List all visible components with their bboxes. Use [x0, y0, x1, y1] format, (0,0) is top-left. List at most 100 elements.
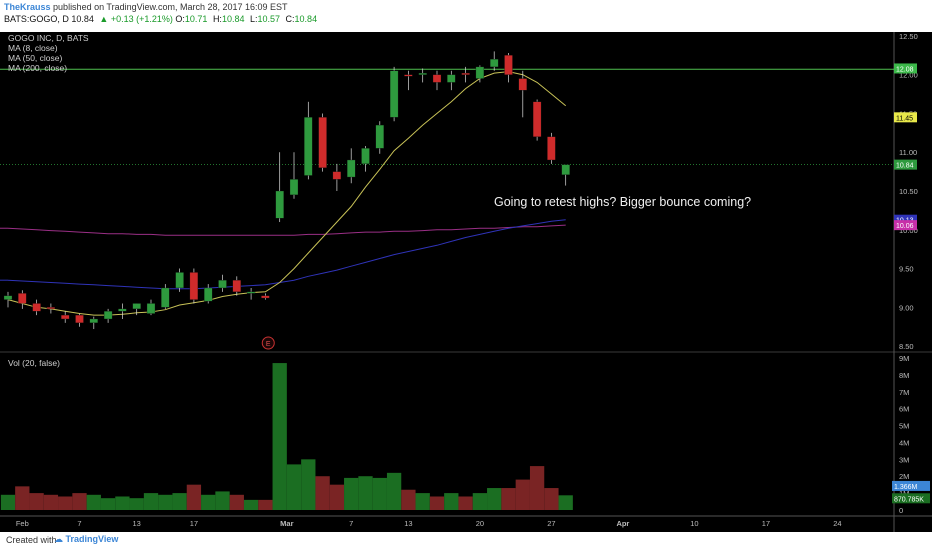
volume-axis-badge-label: 1.366M	[894, 484, 918, 491]
candle-body	[175, 272, 184, 289]
time-tick-label: Apr	[616, 519, 629, 528]
price-axis-badge-label: 10.84	[896, 163, 914, 170]
time-tick-label: 7	[77, 519, 81, 528]
candle-body	[490, 58, 499, 68]
earnings-marker-label: E	[266, 341, 271, 348]
ohlc-close-value: 10.84	[294, 14, 318, 24]
volume-bar	[58, 496, 73, 510]
volume-bar	[43, 494, 59, 510]
publish-header: TheKrauss published on TradingView.com, …	[0, 0, 932, 32]
ohlc-open-value: 10.71	[184, 14, 208, 24]
volume-bar	[172, 493, 187, 510]
candle-body	[475, 66, 485, 79]
price-axis-badge	[894, 220, 917, 231]
volume-bar	[115, 496, 130, 510]
volume-bar	[100, 498, 116, 510]
symbol-label: BATS:GOGO, D	[4, 14, 69, 24]
volume-bar	[401, 489, 416, 510]
time-tick-label: Mar	[280, 519, 293, 528]
volume-tick-label: 0	[899, 506, 903, 515]
price-axis-badge	[894, 112, 917, 123]
candle-body	[389, 70, 399, 118]
time-tick-label: 10	[690, 519, 698, 528]
volume-bar	[558, 495, 573, 510]
legend-ma200[interactable]: MA (200, close)	[8, 63, 68, 73]
time-tick-label: 13	[133, 519, 141, 528]
volume-bar	[472, 493, 488, 510]
price-tick-label: 12.00	[899, 71, 918, 80]
candle-body	[61, 314, 70, 320]
tradingview-logo[interactable]: ☁ TradingView	[54, 534, 118, 545]
ohlc-low-value: 10.57	[257, 14, 281, 24]
volume-bar	[72, 493, 87, 510]
candle-body	[3, 295, 13, 300]
legend-ma50[interactable]: MA (50, close)	[8, 53, 63, 63]
volume-bar	[201, 494, 216, 510]
volume-bar	[315, 476, 330, 510]
price-axis-badge	[894, 63, 917, 74]
volume-tick-label: 3M	[899, 455, 909, 464]
volume-axis-badge-label: 870.785K	[894, 496, 924, 503]
price-tick-label: 10.00	[899, 226, 918, 235]
candle-body	[18, 293, 27, 304]
candle-body	[561, 164, 570, 175]
candle-body	[232, 280, 241, 292]
change-text: ▲ +0.13 (+1.21%)	[99, 14, 173, 24]
candle-body	[361, 148, 370, 165]
candle-body	[275, 190, 284, 219]
candle-body	[118, 308, 127, 312]
volume-bar	[258, 499, 273, 510]
price-tick-label: 12.50	[899, 32, 918, 41]
volume-tick-label: 6M	[899, 405, 909, 414]
volume-tick-label: 8M	[899, 371, 909, 380]
candle-body	[32, 303, 41, 312]
price-volume-chart[interactable]: 12.5012.0011.5011.0010.5010.009.509.008.…	[0, 32, 932, 532]
ohlc-high-value: 10.84	[221, 14, 245, 24]
time-tick-label: 27	[547, 519, 555, 528]
time-tick-label: 13	[404, 519, 412, 528]
time-tick-label: 20	[476, 519, 484, 528]
volume-bar	[129, 498, 144, 510]
price-tick-label: 10.50	[899, 187, 918, 196]
volume-bar	[529, 466, 545, 510]
volume-bar	[544, 488, 559, 510]
volume-bar	[415, 493, 430, 510]
price-now: 10.84	[71, 14, 94, 24]
candle-body	[432, 74, 442, 83]
legend-ma8[interactable]: MA (8, close)	[8, 43, 58, 53]
price-axis-badge-label: 11.45	[896, 115, 913, 122]
volume-tick-label: 7M	[899, 388, 909, 397]
volume-axis-badge	[892, 480, 930, 491]
price-axis-badge	[894, 214, 917, 225]
candle-body	[532, 101, 542, 137]
volume-bar	[329, 484, 345, 510]
candle-body	[89, 318, 98, 324]
time-tick-label: 24	[833, 519, 841, 528]
candle-body	[418, 72, 427, 75]
candle-body	[461, 72, 470, 75]
ohlc-high-label: H:	[212, 14, 222, 24]
price-tick-label: 9.50	[899, 265, 914, 274]
time-tick-label: Feb	[16, 519, 29, 528]
legend-title: GOGO INC, D, BATS	[8, 33, 89, 43]
candle-body	[218, 280, 227, 289]
price-axis-badge-label: 12.08	[896, 66, 914, 73]
cloud-icon: ☁	[54, 534, 63, 544]
candle-body	[46, 307, 56, 310]
volume-tick-label: 9M	[899, 354, 909, 363]
candle-body	[146, 303, 156, 314]
volume-bar	[515, 479, 530, 510]
volume-bar	[0, 494, 16, 510]
volume-bar	[429, 496, 445, 510]
brand-text: TradingView	[65, 534, 119, 544]
volume-bar	[301, 459, 316, 510]
publish-line: TheKrauss published on TradingView.com, …	[4, 2, 288, 12]
legend-volume[interactable]: Vol (20, false)	[8, 358, 60, 368]
candle-body	[504, 55, 513, 75]
ma8-line	[7, 71, 567, 316]
candle-body	[103, 311, 113, 320]
author-link[interactable]: TheKrauss	[4, 2, 51, 12]
volume-bar	[358, 476, 373, 510]
volume-tick-label: 2M	[899, 472, 909, 481]
volume-bar	[215, 491, 230, 510]
